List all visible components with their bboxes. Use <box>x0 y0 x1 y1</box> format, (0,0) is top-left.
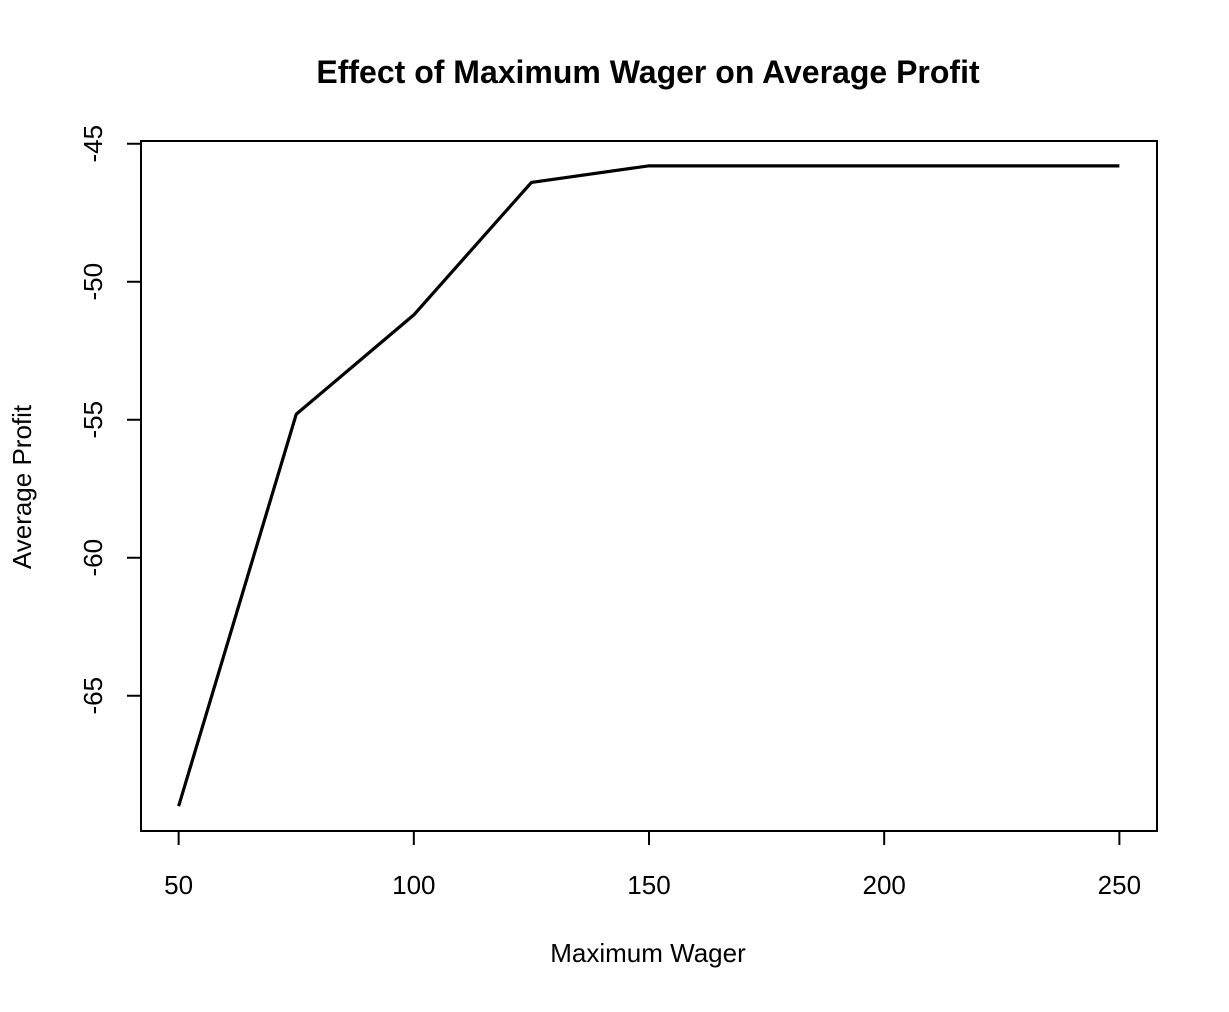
series-layer <box>177 164 1120 807</box>
x-axis-label: Maximum Wager <box>550 938 746 968</box>
x-axis: 50 100 150 200 250 <box>164 831 1141 900</box>
x-tick-label-50: 50 <box>164 870 193 900</box>
x-tick-label-250: 250 <box>1098 870 1141 900</box>
x-tick-label-150: 150 <box>627 870 670 900</box>
y-axis: -65 -60 -55 -50 -45 <box>78 125 141 715</box>
x-tick-label-200: 200 <box>862 870 905 900</box>
y-tick-label--55: -55 <box>78 401 108 439</box>
x-tick-label-100: 100 <box>392 870 435 900</box>
series-line-0 <box>177 164 1120 807</box>
y-axis-label: Average Profit <box>7 404 37 569</box>
plot-area-frame <box>140 140 1158 832</box>
y-tick-label--50: -50 <box>78 263 108 301</box>
y-tick-label--65: -65 <box>78 677 108 715</box>
chart-title: Effect of Maximum Wager on Average Profi… <box>316 54 980 90</box>
y-tick-label--45: -45 <box>78 125 108 163</box>
y-tick-label--60: -60 <box>78 539 108 577</box>
